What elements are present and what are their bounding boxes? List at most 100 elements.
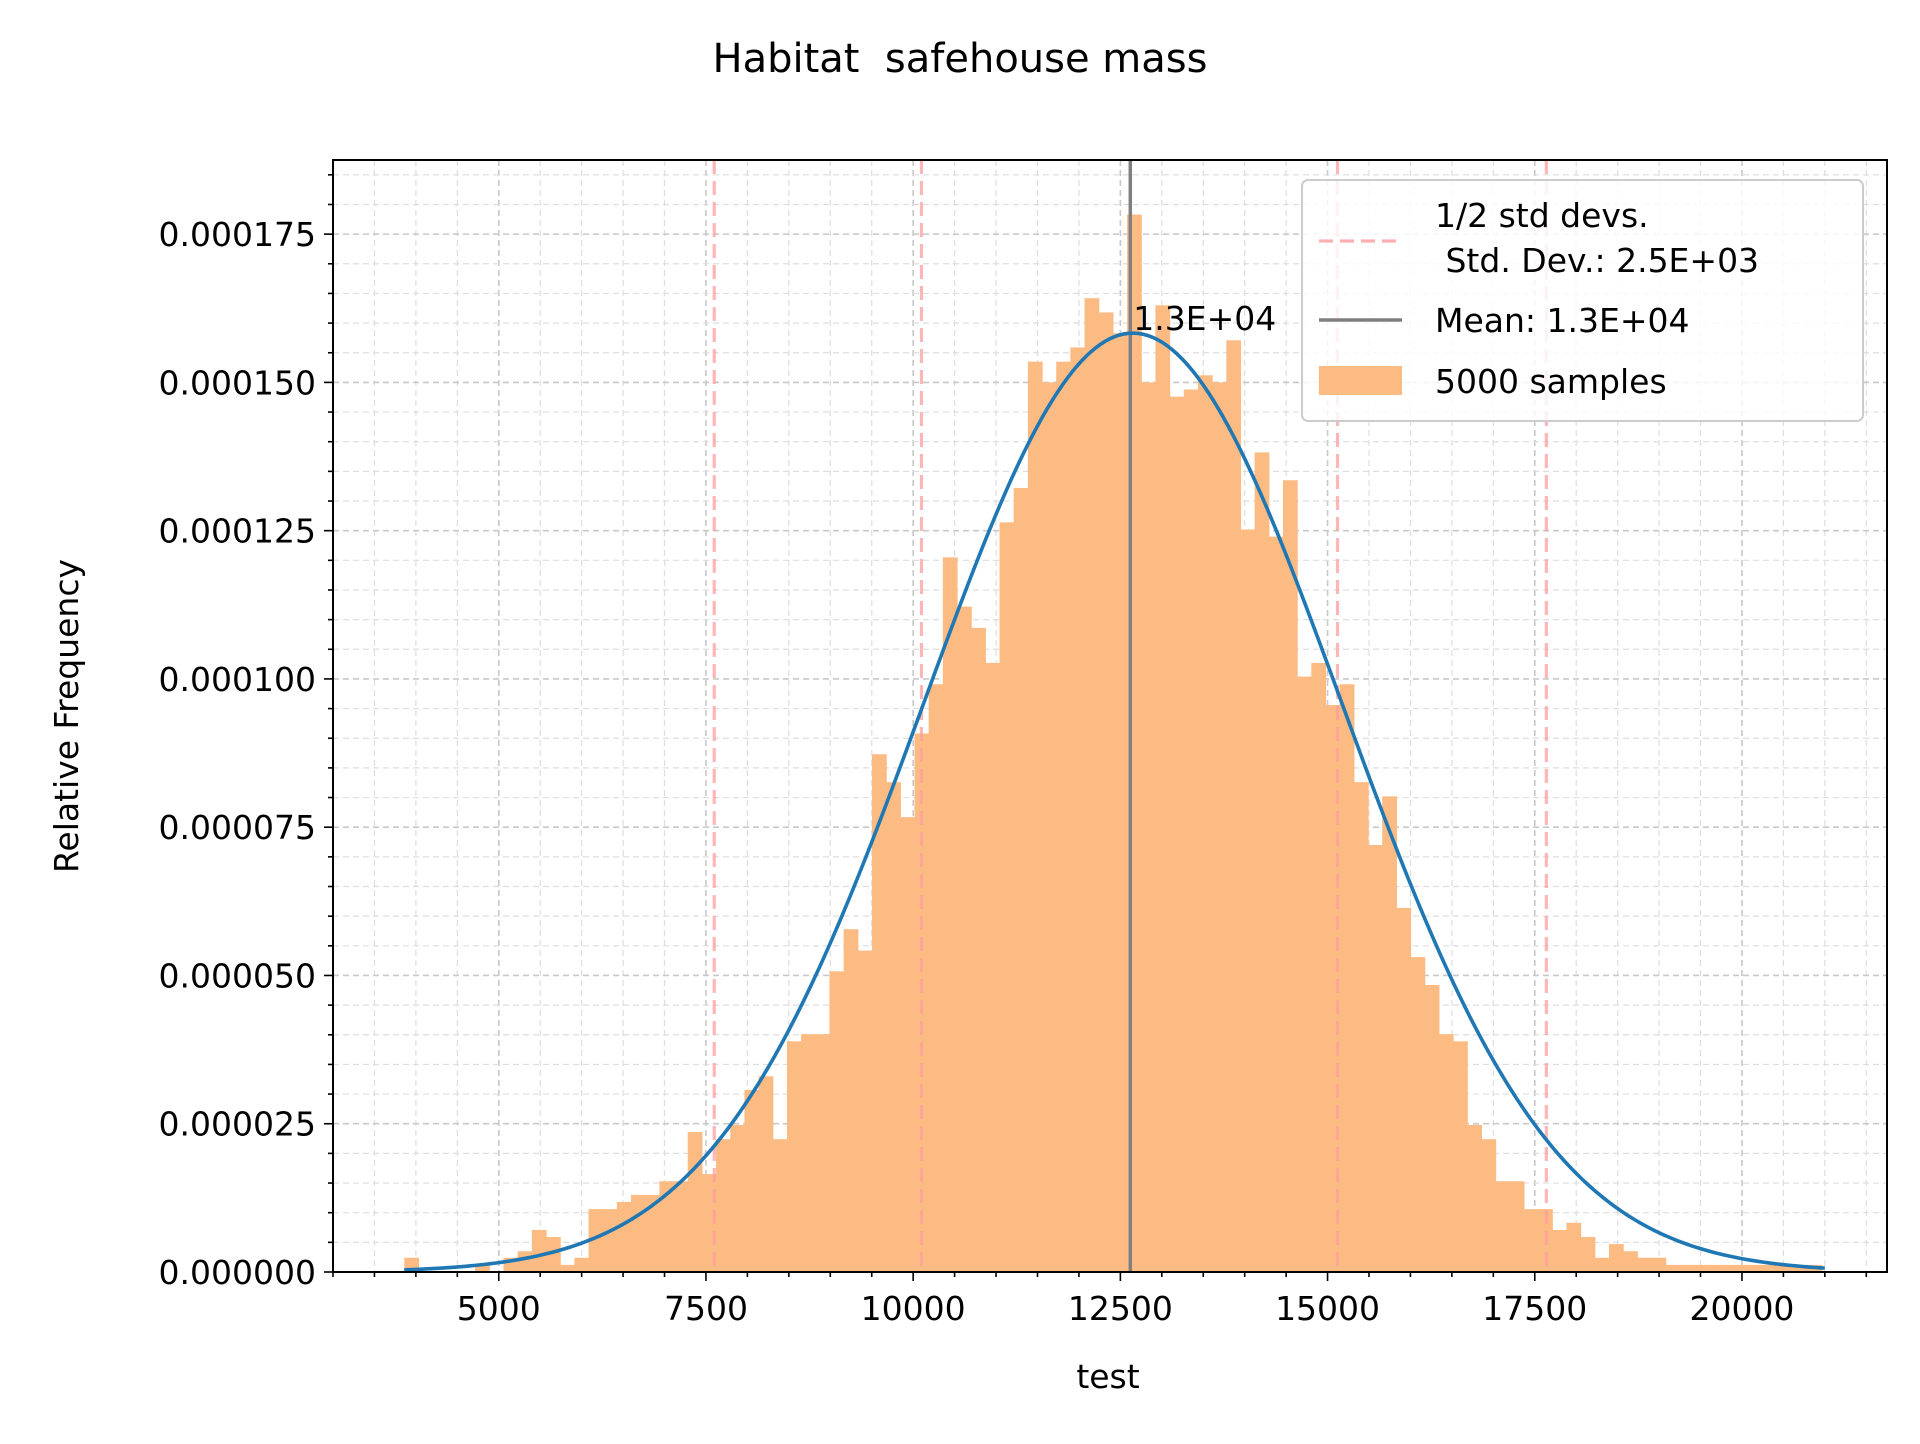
histogram-bar [659, 1181, 675, 1272]
histogram-bar [1410, 957, 1426, 1272]
y-tick-label: 0.000050 [159, 956, 316, 995]
y-tick-label: 0.000150 [159, 363, 316, 402]
histogram-bar [1056, 361, 1071, 1272]
axes: 5000 7500 10000 12500 15000 17500 20000 0.00000… [159, 159, 1888, 1328]
histogram-bar [1693, 1264, 1709, 1272]
histogram-bar [786, 1041, 802, 1272]
histogram-bar [1453, 1041, 1468, 1272]
histogram-bar [857, 950, 873, 1272]
histogram-bar [829, 971, 845, 1272]
histogram-bar [531, 1229, 547, 1272]
histogram-bar [1580, 1237, 1596, 1272]
y-tick-label: 0.000100 [159, 660, 316, 699]
histogram-bar [886, 782, 901, 1272]
y-tick-label: 0.000025 [159, 1105, 316, 1144]
histogram-bar [645, 1194, 660, 1272]
histogram-bar [928, 684, 944, 1272]
legend-histogram-label: 5000 samples [1435, 362, 1667, 401]
histogram-bar [1779, 1264, 1794, 1272]
legend-mean-label: Mean: 1.3E+04 [1435, 301, 1690, 340]
histogram-bar [1637, 1257, 1653, 1272]
histogram-bar [1311, 662, 1327, 1272]
histogram-bar [602, 1209, 618, 1272]
histogram-bar [843, 929, 859, 1272]
histogram-bar [1651, 1257, 1667, 1272]
histogram-bar [744, 1089, 760, 1272]
histogram-bar [730, 1124, 746, 1272]
histogram-bar [1722, 1264, 1738, 1272]
histogram-bar [1509, 1181, 1525, 1272]
x-axis-label: test [1076, 1357, 1139, 1396]
x-tick-label: 17500 [1482, 1289, 1587, 1328]
histogram-bar [1495, 1181, 1511, 1272]
y-tick-label: 0.000175 [159, 215, 316, 254]
x-tick-label: 7500 [664, 1289, 748, 1328]
histogram-bar [1608, 1244, 1624, 1272]
histogram-bar [1240, 529, 1256, 1272]
histogram-bar [1197, 375, 1213, 1272]
histogram-bar [1098, 312, 1114, 1273]
histogram-bar [971, 627, 986, 1272]
histogram-bar [574, 1257, 590, 1272]
y-tick-label: 0.000125 [159, 512, 316, 551]
histogram-bar [588, 1209, 604, 1272]
histogram-bar [1353, 782, 1369, 1272]
fit-curve-group: 1.3E+04 [404, 299, 1825, 1272]
histogram-bar [1226, 340, 1242, 1273]
histogram-bar [1594, 1257, 1610, 1272]
histogram-bar [1764, 1264, 1780, 1272]
histogram-bar [1382, 796, 1397, 1272]
histogram-bar [1467, 1124, 1482, 1272]
histogram-bar [616, 1202, 632, 1272]
histogram-bar [1070, 347, 1086, 1272]
histogram-bar [1212, 382, 1227, 1272]
histogram-bar [871, 754, 887, 1272]
histogram-bar [716, 1139, 731, 1272]
histogram-bar [1027, 361, 1043, 1272]
histogram-bar [546, 1237, 561, 1272]
histogram-bar [687, 1132, 703, 1272]
fit-curve [404, 331, 1825, 1272]
histogram-bar [1268, 536, 1284, 1272]
mean-annotation: 1.3E+04 [1133, 299, 1276, 338]
histogram-bar [1282, 480, 1298, 1273]
histogram-bar [1141, 382, 1157, 1272]
legend-std-dev-value: Std. Dev.: 2.5E+03 [1435, 241, 1759, 280]
histogram-bar [1750, 1264, 1766, 1272]
histogram-bar [560, 1264, 575, 1272]
x-tick-label: 10000 [861, 1289, 966, 1328]
histogram-bar [942, 557, 958, 1272]
legend: 1/2 std devs. Std. Dev.: 2.5E+03 Mean: 1.… [1301, 179, 1864, 422]
y-tick-label: 0.000000 [159, 1253, 316, 1292]
histogram-bar [673, 1181, 689, 1272]
histogram-bar [475, 1264, 490, 1272]
legend-std-dev-label: 1/2 std devs. [1435, 196, 1649, 235]
histogram-bar [772, 1139, 788, 1272]
histogram-bar [1438, 1034, 1454, 1272]
histogram-bar [1368, 844, 1383, 1272]
y-tick-label: 0.000075 [159, 808, 316, 847]
histogram-bar [1396, 907, 1412, 1272]
histogram-bar [985, 662, 1001, 1272]
histogram-bar [1523, 1209, 1539, 1272]
histogram-bar [1339, 684, 1355, 1272]
histogram-bar [517, 1251, 533, 1272]
histogram-bar [957, 606, 972, 1272]
histogram-bar [1084, 298, 1100, 1272]
histogram-bar [758, 1076, 774, 1272]
histogram-bar [1424, 984, 1440, 1272]
x-tick-label: 20000 [1689, 1289, 1794, 1328]
legend-box [1301, 179, 1864, 422]
x-tick-label: 5000 [457, 1289, 541, 1328]
histogram-bar [1169, 396, 1185, 1272]
histogram-bar [1042, 382, 1057, 1272]
plot-frame [332, 159, 1888, 1273]
histogram-bar [999, 522, 1015, 1272]
chart-title: Habitat safehouse mass [713, 36, 1208, 82]
histogram-bar [1623, 1251, 1638, 1272]
x-tick-label: 12500 [1068, 1289, 1173, 1328]
histogram-bar [1183, 389, 1199, 1272]
histogram-bar [1566, 1222, 1582, 1272]
